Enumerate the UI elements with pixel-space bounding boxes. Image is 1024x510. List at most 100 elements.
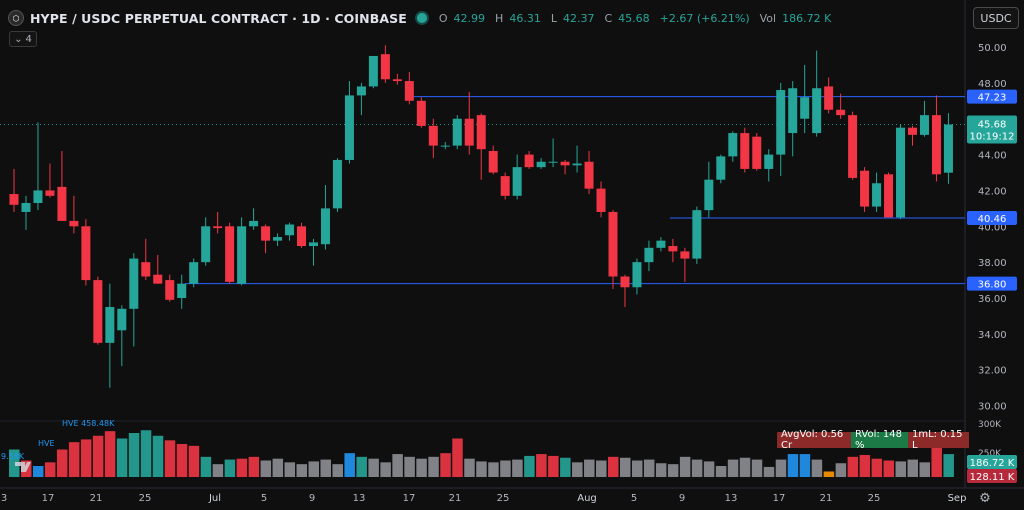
price-tick-label: 36.00 [978, 294, 1007, 305]
candle-body [644, 247, 654, 263]
volume-bar [416, 458, 427, 477]
volume-bar [476, 461, 487, 477]
volume-bar [679, 456, 691, 477]
candle-body [141, 262, 151, 277]
date-tick-label: 9 [679, 493, 685, 504]
volume-bar [667, 464, 679, 477]
date-tick-label: 21 [90, 493, 103, 504]
price-tick-label: 48.00 [978, 79, 1007, 90]
collapse-indicators-button[interactable]: ⌄ 4 [9, 31, 37, 47]
candle-body [153, 274, 163, 284]
high-value: 46.31 [509, 11, 541, 25]
candle-body [165, 280, 175, 300]
candle-body [908, 127, 917, 135]
volume-bar [140, 430, 152, 477]
indicator-count: 4 [25, 33, 32, 45]
chart-header: ⬡ HYPE / USDC PERPETUAL CONTRACT · 1D · … [8, 8, 831, 28]
volume-bar [296, 464, 308, 477]
volume-bar [799, 454, 811, 477]
chevron-down-icon: ⌄ [14, 33, 23, 45]
market-status-icon[interactable] [416, 13, 427, 23]
volume-bar [548, 455, 559, 477]
volume-bar [883, 460, 895, 477]
volume-bar [536, 454, 547, 477]
candle-body [596, 188, 606, 212]
volume-bar [691, 459, 703, 477]
level-price-tag [967, 211, 1017, 226]
candle-body [500, 176, 510, 196]
candle-body [608, 211, 618, 277]
volume-bar [895, 461, 907, 477]
candle-body [261, 226, 271, 241]
volume-bar [500, 460, 511, 477]
level-price-label: 47.23 [978, 93, 1007, 104]
date-tick-label: 25 [497, 493, 510, 504]
current-price-label: 45.68 [978, 119, 1007, 130]
candle-body [872, 183, 882, 207]
hve-annotation: HVE [38, 439, 55, 448]
symbol-title[interactable]: HYPE / USDC PERPETUAL CONTRACT · 1D · CO… [30, 10, 407, 26]
price-tick-label: 34.00 [978, 330, 1007, 341]
date-tick-label: 13 [353, 493, 366, 504]
volume-bar [715, 466, 727, 477]
candle-body [812, 88, 822, 134]
candle-body [81, 226, 91, 281]
date-tick-label: 17 [42, 493, 55, 504]
settings-gear-icon[interactable]: ⚙ [979, 490, 991, 506]
date-tick-label: 17 [403, 493, 416, 504]
candle-body [332, 159, 342, 209]
volume-bar [739, 457, 751, 477]
candle-body [476, 115, 486, 150]
price-tick-label: 38.00 [978, 258, 1007, 269]
candle-body [740, 133, 750, 169]
candle-body [117, 308, 127, 331]
candle-body [177, 283, 187, 299]
candle-body [105, 306, 115, 343]
volume-bar [284, 462, 296, 477]
candle-body [943, 124, 953, 173]
hve-annotation: HVE 458.48K [62, 419, 115, 428]
level-price-tag [967, 89, 1017, 104]
price-tick-label: 40.00 [978, 222, 1007, 233]
volume-bar [440, 453, 451, 477]
price-tick-label: 30.00 [978, 402, 1007, 413]
volume-bar [368, 458, 379, 477]
volume-bar [92, 435, 104, 477]
price-tick-label: 44.00 [978, 151, 1007, 162]
volume-bar [655, 463, 667, 477]
volume-bar [643, 459, 655, 477]
one-ml-badge: 1mL: 0.15 L [908, 429, 969, 451]
candle-body [129, 258, 139, 309]
candle-body [716, 156, 726, 180]
candle-body [380, 54, 390, 80]
volume-bar [164, 440, 176, 477]
candle-body [237, 226, 247, 284]
volume-bar [380, 462, 391, 477]
current-volume-label: 186.72 K [970, 458, 1015, 469]
candle-body [189, 262, 199, 284]
volume-bar [356, 456, 367, 477]
candle-body [776, 90, 786, 155]
volume-bar [452, 438, 463, 477]
volume-bar [308, 461, 319, 477]
volume-ma-label: 128.11 K [970, 472, 1015, 483]
candle-body [225, 226, 235, 282]
currency-selector-button[interactable]: USDC [973, 7, 1019, 29]
candle-body [309, 242, 318, 247]
candle-body [201, 226, 211, 263]
volume-bar [871, 458, 883, 477]
volume-bar [703, 461, 715, 477]
candle-body [668, 246, 678, 252]
volume-bar [775, 459, 787, 477]
candle-body [9, 194, 19, 205]
candle-body [680, 251, 690, 259]
candle-body [416, 100, 426, 126]
date-tick-label: Aug [577, 493, 597, 504]
volume-bar [787, 454, 799, 477]
candle-body [356, 86, 366, 96]
candle-body [440, 145, 450, 147]
candle-body [560, 161, 570, 166]
candle-body [69, 220, 79, 227]
